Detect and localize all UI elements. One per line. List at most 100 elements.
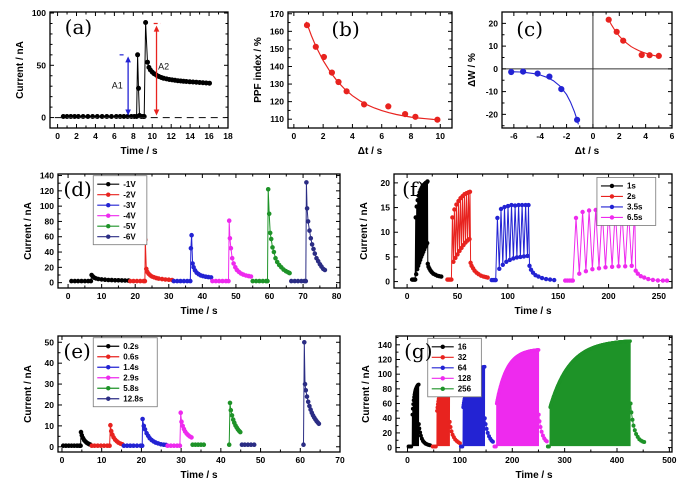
chart-e-svg: Time / s Current / nA 0 10 20 30 40 50 60 70 0 10 20… (23, 335, 345, 481)
annotation-text: A1 (112, 80, 123, 90)
y-axis-title: ΔW / % (467, 53, 478, 87)
svg-text:6: 6 (670, 131, 675, 141)
svg-text:0: 0 (41, 113, 46, 123)
svg-text:140: 140 (378, 340, 392, 350)
svg-text:-10: -10 (486, 87, 499, 97)
svg-text:50: 50 (37, 60, 47, 70)
svg-text:10: 10 (436, 131, 446, 141)
svg-text:-2V: -2V (123, 191, 136, 200)
svg-text:5: 5 (385, 252, 390, 262)
svg-text:3.5s: 3.5s (627, 203, 643, 212)
svg-text:32: 32 (458, 353, 467, 362)
svg-text:2.9s: 2.9s (123, 374, 139, 383)
series-PPFindex (303, 21, 441, 123)
y-axis-title: Current / nA (23, 202, 34, 260)
series--6V (289, 180, 328, 284)
svg-text:-20: -20 (486, 109, 499, 119)
svg-text:10: 10 (148, 131, 158, 141)
svg-text:130: 130 (270, 79, 284, 89)
x-axis-title: Δt / s (575, 146, 600, 157)
svg-text:160: 160 (270, 26, 284, 36)
series-depression (508, 68, 581, 125)
panel-letter-c: (c) (516, 17, 543, 41)
svg-text:80: 80 (45, 216, 55, 226)
svg-text:80: 80 (332, 291, 342, 301)
svg-text:0: 0 (66, 291, 71, 301)
svg-text:10: 10 (381, 227, 391, 237)
x-axis-title: Time / s (120, 146, 157, 157)
chart-g-svg: Time / s Current / nA 0 100 200 300 400 500 0 20 4… (361, 335, 677, 481)
svg-text:100: 100 (453, 455, 467, 465)
svg-text:50: 50 (453, 291, 463, 301)
svg-text:16: 16 (204, 131, 214, 141)
y-axis-title: Current / nA (359, 202, 370, 260)
series-3.5s (489, 202, 557, 283)
panel-letter-d: (d) (63, 177, 91, 201)
svg-text:-1V: -1V (123, 180, 136, 189)
series-2s (445, 189, 490, 282)
axes: 0 100 200 300 400 500 0 20 40 60 80 100 120 140 (378, 335, 677, 465)
svg-text:300: 300 (558, 455, 572, 465)
svg-text:30: 30 (164, 291, 174, 301)
svg-text:150: 150 (270, 44, 284, 54)
axes: 0 50 100 150 200 250 0 5 10 15 20 (381, 173, 673, 301)
svg-text:40: 40 (45, 358, 55, 368)
panel-letter-e: (e) (63, 339, 90, 363)
svg-text:0: 0 (591, 131, 596, 141)
svg-text:30: 30 (45, 379, 55, 389)
svg-text:120: 120 (270, 97, 284, 107)
svg-text:170: 170 (270, 9, 284, 19)
series-2.9s (165, 410, 194, 448)
svg-text:100: 100 (32, 8, 46, 18)
x-axis-title: Time / s (514, 306, 551, 317)
svg-text:60: 60 (45, 232, 55, 242)
svg-text:14: 14 (185, 131, 195, 141)
svg-text:A2: A2 (158, 61, 169, 71)
panel-g-pulse-number-dependence: Time / s Current / nA 0 100 200 300 400 500 0 20 4… (354, 328, 684, 488)
svg-text:20: 20 (130, 291, 140, 301)
svg-text:20: 20 (383, 428, 393, 438)
svg-text:60: 60 (265, 291, 275, 301)
axes: 0 2 4 6 8 10 110 120 130 140 150 160 170 (270, 9, 453, 141)
series-256 (545, 339, 647, 449)
svg-text:5.8s: 5.8s (123, 384, 139, 393)
svg-text:40: 40 (383, 413, 393, 423)
svg-text:-6V: -6V (123, 233, 136, 242)
svg-text:140: 140 (40, 171, 54, 181)
series-128 (492, 348, 549, 449)
svg-text:200: 200 (601, 291, 615, 301)
panel-b-ppf-index: Δt / s PPF index / % 0 2 4 6 8 10 110 120 130 140 15… (248, 4, 460, 164)
svg-text:70: 70 (335, 455, 345, 465)
svg-text:1s: 1s (627, 182, 636, 191)
series--4V (210, 218, 254, 284)
svg-text:2s: 2s (627, 192, 636, 201)
svg-text:120: 120 (40, 186, 54, 196)
svg-text:50: 50 (256, 455, 266, 465)
series-potentiation (605, 16, 662, 60)
svg-text:100: 100 (40, 201, 54, 211)
svg-text:0: 0 (60, 455, 65, 465)
svg-text:20: 20 (45, 262, 55, 272)
svg-text:-6: -6 (510, 131, 518, 141)
svg-text:12.8s: 12.8s (123, 395, 144, 404)
svg-text:2: 2 (617, 131, 622, 141)
svg-text:8: 8 (409, 131, 414, 141)
svg-text:50: 50 (45, 337, 55, 347)
svg-text:30: 30 (176, 455, 186, 465)
svg-text:10: 10 (97, 455, 107, 465)
series-16 (406, 382, 432, 449)
svg-text:50: 50 (231, 291, 241, 301)
panel-d-voltage-dependence: Time / s Current / nA 0 10 20 30 40 50 60 70 80 0 20… (16, 166, 350, 324)
series-0.6s (89, 422, 125, 448)
svg-text:200: 200 (505, 455, 519, 465)
svg-text:0: 0 (49, 278, 54, 288)
svg-text:10: 10 (45, 421, 55, 431)
chart-a-svg: Time / s Current / nA 0 2 4 6 8 10 12 14 16 18 0 50 10… (15, 8, 233, 157)
panel-e-duration-dependence: Time / s Current / nA 0 10 20 30 40 50 60 70 0 10 20… (16, 328, 350, 488)
chart-f-svg: Time / s Current / nA 0 50 100 150 200 250 0 5 10 1… (359, 173, 673, 317)
svg-text:A1: A1 (112, 80, 123, 90)
svg-text:0: 0 (291, 131, 296, 141)
